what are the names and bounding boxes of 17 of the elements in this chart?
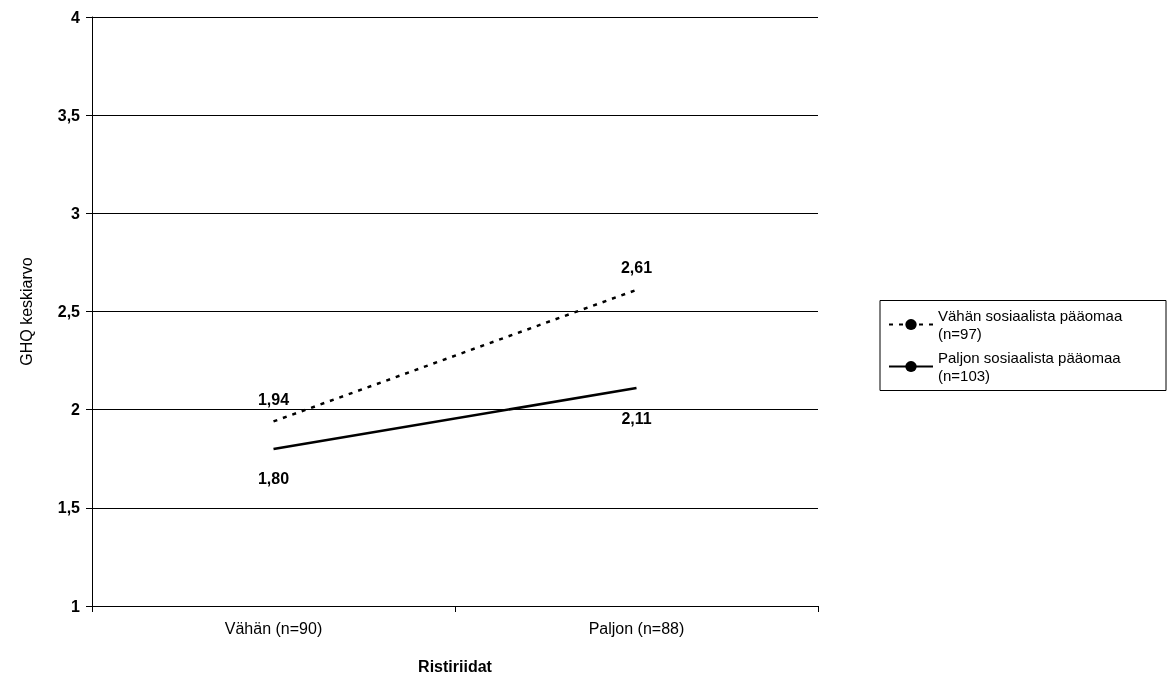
x-tick-label: Paljon (n=88) [588, 619, 685, 637]
data-label: 2,11 [621, 409, 652, 427]
legend-label: Paljon sosiaalista pääomaa (n=103) [938, 349, 1125, 384]
x-tick-label: Vähän (n=90) [224, 619, 323, 637]
x-axis-title: Ristiriidat [418, 657, 493, 675]
y-tick-label: 2,5 [57, 303, 81, 320]
data-label: 1,94 [257, 390, 290, 408]
y-tick-label: 2 [71, 401, 81, 419]
y-tick-label: 3,5 [57, 106, 81, 124]
y-tick-label: 1,5 [57, 499, 81, 517]
legend-label: Vähän sosiaalista pääomaa (n=97) [938, 307, 1127, 342]
y-tick-label: 4 [71, 8, 81, 26]
data-label: 1,80 [257, 470, 290, 488]
y-axis-title: GHQ keskiarvo [17, 257, 35, 366]
y-tick-label: 3 [71, 204, 81, 222]
data-label: 2,61 [620, 259, 653, 277]
y-tick-label: 1 [71, 597, 81, 615]
